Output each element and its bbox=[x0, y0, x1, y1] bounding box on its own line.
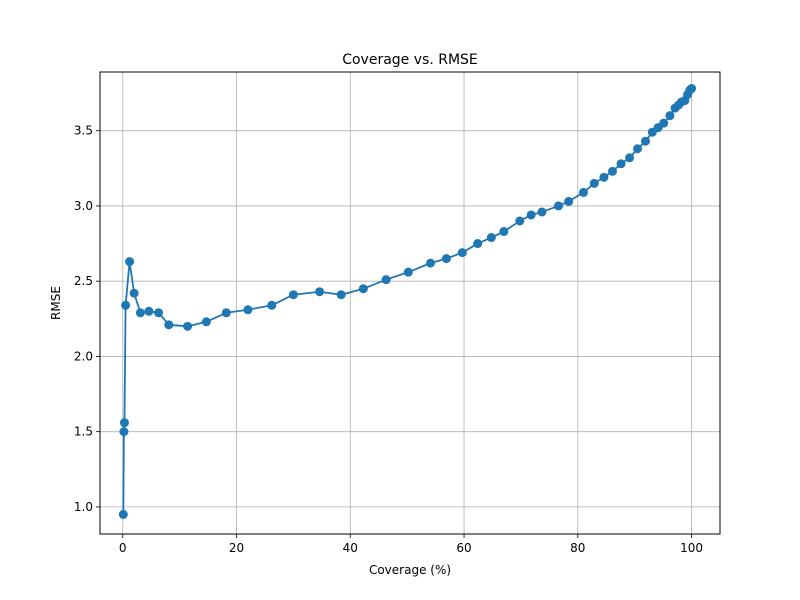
data-point bbox=[144, 306, 154, 316]
data-point bbox=[119, 418, 129, 428]
ticks: 0 20 40 60 80 100 1.0 1.5 2.0 2.5 3.0 3.5 bbox=[74, 124, 703, 555]
data-point bbox=[425, 258, 435, 268]
data-point bbox=[499, 227, 509, 237]
data-point bbox=[473, 239, 483, 249]
data-point bbox=[135, 308, 145, 318]
data-point bbox=[640, 136, 650, 146]
series-layer bbox=[118, 84, 697, 519]
data-point bbox=[526, 210, 536, 220]
data-point bbox=[267, 300, 277, 310]
data-point bbox=[403, 267, 413, 277]
x-tick-label: 80 bbox=[570, 541, 585, 555]
data-point bbox=[625, 153, 635, 163]
data-point bbox=[183, 321, 193, 331]
y-tick-label: 2.0 bbox=[74, 349, 93, 363]
y-tick-label: 1.0 bbox=[74, 500, 93, 514]
data-point bbox=[315, 287, 325, 297]
data-point bbox=[486, 233, 496, 243]
chart-title: Coverage vs. RMSE bbox=[342, 52, 478, 68]
x-axis-label: Coverage (%) bbox=[369, 563, 451, 577]
x-tick-label: 100 bbox=[680, 541, 703, 555]
data-point bbox=[121, 300, 131, 310]
data-point bbox=[381, 275, 391, 285]
data-point bbox=[607, 166, 617, 176]
y-axis-label: RMSE bbox=[49, 286, 63, 320]
data-point bbox=[119, 427, 129, 437]
x-tick-label: 60 bbox=[456, 541, 471, 555]
data-point bbox=[358, 284, 368, 294]
data-point bbox=[457, 248, 467, 258]
data-point bbox=[441, 254, 451, 264]
x-tick-label: 20 bbox=[229, 541, 244, 555]
data-point bbox=[599, 172, 609, 182]
data-point bbox=[633, 144, 643, 154]
data-point bbox=[118, 509, 128, 519]
x-tick-label: 0 bbox=[119, 541, 127, 555]
data-point bbox=[336, 290, 346, 300]
data-point bbox=[125, 257, 135, 267]
data-point bbox=[687, 84, 697, 94]
data-point bbox=[616, 159, 626, 169]
y-tick-label: 3.0 bbox=[74, 199, 93, 213]
data-point bbox=[659, 118, 669, 128]
data-point bbox=[288, 290, 298, 300]
data-point bbox=[164, 320, 174, 330]
x-tick-label: 40 bbox=[343, 541, 358, 555]
data-point bbox=[537, 207, 547, 217]
data-point bbox=[589, 178, 599, 188]
data-point bbox=[578, 187, 588, 197]
data-point bbox=[129, 288, 139, 298]
data-point bbox=[154, 308, 164, 318]
data-point bbox=[553, 201, 563, 211]
data-point bbox=[201, 317, 211, 327]
data-point bbox=[243, 305, 253, 315]
data-point bbox=[665, 111, 675, 121]
y-tick-label: 2.5 bbox=[74, 274, 93, 288]
data-point bbox=[564, 196, 574, 206]
data-point bbox=[221, 308, 231, 318]
data-point bbox=[515, 216, 525, 226]
plot-frame bbox=[99, 71, 721, 535]
grid bbox=[100, 72, 720, 534]
y-tick-label: 1.5 bbox=[74, 425, 93, 439]
y-tick-label: 3.5 bbox=[74, 124, 93, 138]
